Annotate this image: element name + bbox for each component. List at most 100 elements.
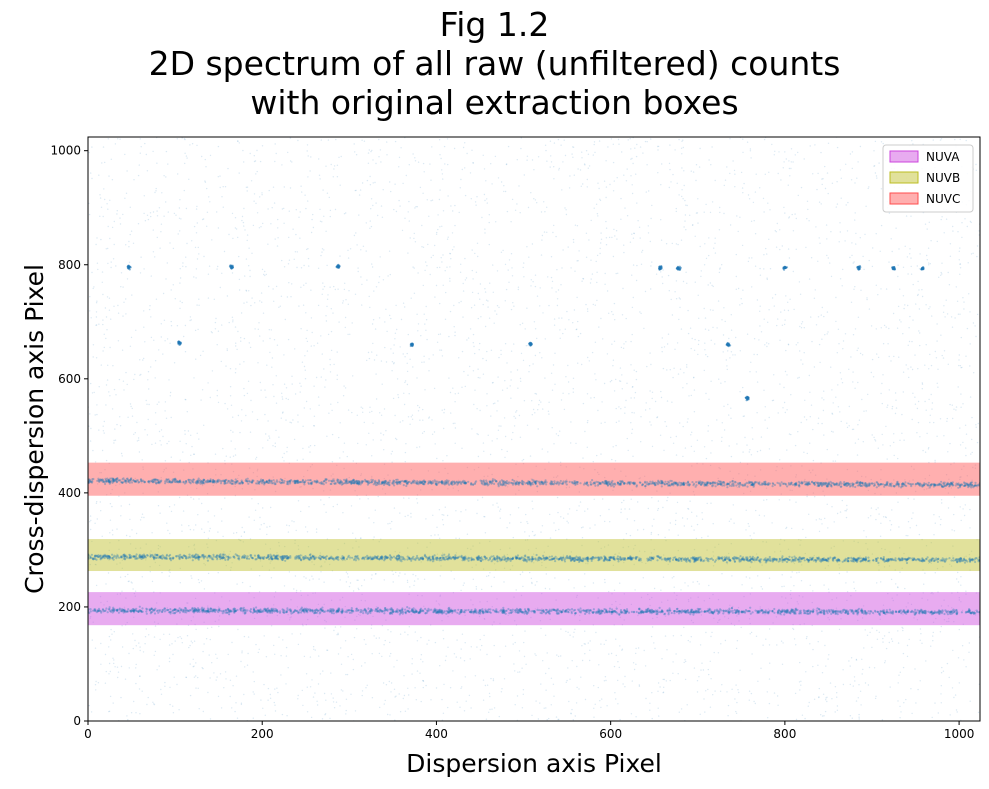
count-point — [555, 235, 557, 238]
count-point — [846, 230, 849, 232]
count-point — [375, 162, 377, 165]
count-point — [608, 591, 610, 593]
count-point — [550, 276, 553, 279]
count-point — [649, 598, 651, 601]
count-point — [665, 425, 668, 427]
count-point — [671, 577, 673, 579]
count-point — [519, 377, 522, 380]
count-point — [947, 507, 950, 509]
count-point — [602, 338, 604, 340]
count-point — [404, 461, 406, 463]
count-point — [509, 568, 512, 571]
count-point — [599, 515, 602, 517]
count-point — [496, 305, 499, 307]
count-point — [471, 269, 473, 272]
count-point — [423, 605, 425, 607]
count-point — [269, 351, 271, 354]
count-point — [160, 231, 162, 233]
count-point — [710, 678, 712, 680]
count-point — [228, 613, 230, 616]
count-point — [846, 504, 848, 507]
count-point — [875, 695, 877, 697]
count-point — [493, 621, 495, 623]
count-point — [722, 334, 725, 336]
count-point — [96, 413, 98, 416]
count-point — [763, 211, 765, 213]
count-point — [182, 265, 184, 267]
count-point — [209, 677, 211, 679]
count-point — [482, 679, 485, 681]
count-point — [139, 374, 141, 376]
count-point — [742, 415, 744, 417]
count-point — [830, 231, 832, 233]
count-point — [329, 215, 331, 218]
count-point — [729, 224, 732, 226]
count-point — [747, 260, 750, 263]
count-point — [535, 393, 538, 395]
count-point — [245, 290, 248, 292]
count-point — [128, 246, 130, 248]
count-point — [719, 618, 721, 621]
count-point — [712, 694, 714, 696]
count-point — [522, 693, 524, 695]
count-point — [497, 506, 499, 508]
count-point — [548, 413, 550, 415]
count-point — [420, 654, 423, 656]
count-point — [194, 623, 196, 626]
count-point — [182, 451, 184, 453]
count-point — [931, 408, 933, 410]
count-point — [684, 582, 686, 584]
count-point — [286, 715, 288, 717]
count-point — [267, 420, 269, 422]
count-point — [564, 154, 567, 157]
count-point — [824, 567, 826, 569]
count-point — [449, 277, 451, 280]
count-point — [249, 467, 251, 469]
count-point — [149, 571, 151, 573]
count-point — [727, 704, 730, 707]
count-point — [300, 267, 303, 269]
count-point — [287, 531, 290, 533]
count-point — [499, 517, 501, 519]
count-point — [348, 585, 351, 588]
count-point — [560, 284, 562, 286]
count-point — [593, 707, 595, 709]
count-point — [779, 543, 781, 545]
count-point — [492, 480, 494, 482]
count-point — [147, 418, 149, 421]
count-point — [685, 204, 687, 206]
count-point — [266, 533, 268, 536]
count-point — [169, 608, 171, 610]
count-point — [558, 317, 560, 319]
count-point — [111, 633, 113, 635]
count-point — [634, 147, 636, 149]
count-point — [303, 365, 306, 368]
count-point — [661, 346, 663, 349]
count-point — [195, 208, 198, 210]
count-point — [637, 529, 639, 531]
count-point — [595, 260, 597, 263]
count-point — [393, 666, 395, 668]
count-point — [902, 627, 904, 629]
count-point — [379, 412, 381, 414]
count-point — [455, 552, 457, 554]
count-point — [459, 187, 461, 189]
count-point — [862, 668, 864, 671]
count-point — [165, 467, 167, 469]
count-point — [550, 256, 553, 258]
count-point — [388, 680, 390, 683]
count-point — [97, 479, 100, 481]
count-point — [892, 312, 895, 315]
count-point — [368, 357, 371, 360]
count-point — [325, 511, 327, 513]
count-point — [127, 580, 129, 583]
count-point — [702, 669, 705, 671]
count-point — [678, 711, 680, 713]
count-point — [877, 541, 879, 543]
count-point — [688, 600, 690, 603]
count-point — [363, 140, 366, 142]
count-point — [466, 339, 468, 341]
count-point — [410, 416, 412, 418]
count-point — [655, 273, 658, 275]
count-point — [540, 211, 543, 213]
